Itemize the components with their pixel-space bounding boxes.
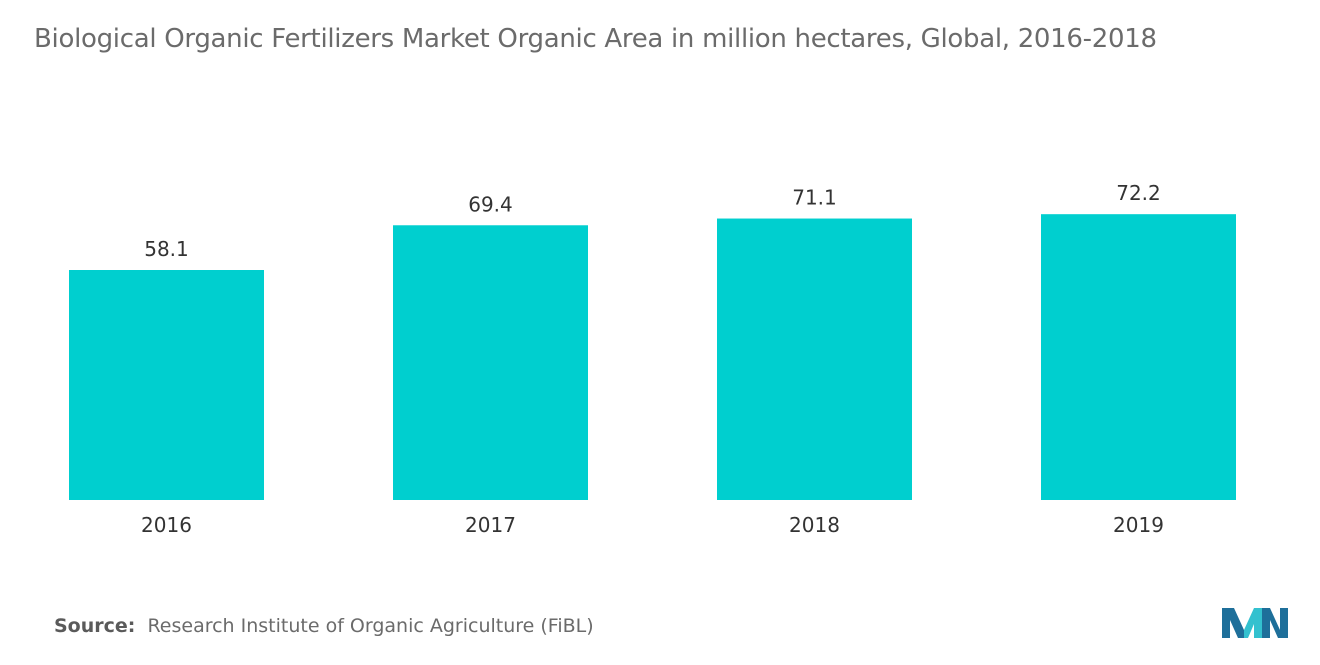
data-label-2017: 69.4 (468, 192, 513, 216)
chart-title: Biological Organic Fertilizers Market Or… (34, 24, 1157, 54)
data-label-2016: 58.1 (144, 237, 189, 261)
source-text: Research Institute of Organic Agricultur… (147, 615, 594, 637)
data-label-2019: 72.2 (1116, 181, 1161, 205)
bar-2018 (717, 218, 912, 501)
x-tick-label-2016: 2016 (141, 513, 192, 537)
bar-2016 (69, 270, 264, 500)
source-note: Source: Research Institute of Organic Ag… (54, 615, 594, 637)
source-label: Source: (54, 615, 136, 637)
mordor-intelligence-logo-icon (1222, 608, 1288, 638)
bar-chart: 58.1 2016 69.4 2017 71.1 2018 72.2 2019 (69, 181, 1236, 537)
bar-2017 (393, 225, 588, 500)
x-tick-label-2018: 2018 (789, 513, 840, 537)
bar-2019 (1041, 214, 1236, 501)
x-tick-label-2019: 2019 (1113, 513, 1164, 537)
data-label-2018: 71.1 (792, 186, 837, 210)
x-tick-label-2017: 2017 (465, 513, 516, 537)
